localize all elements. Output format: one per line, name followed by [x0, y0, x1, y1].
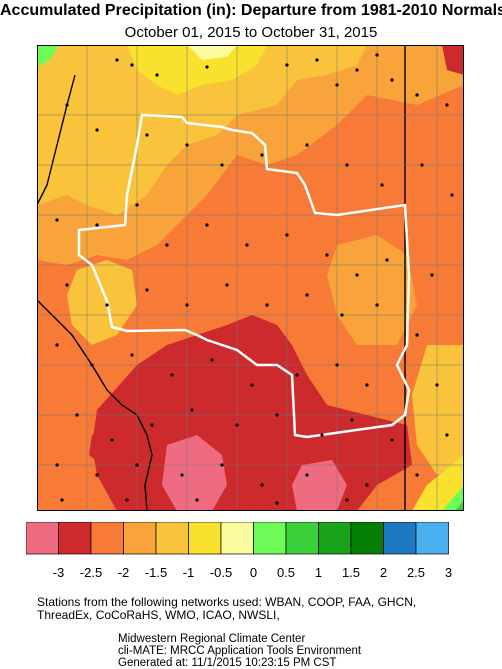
legend-tick-label: -1.5	[145, 565, 167, 580]
credits: Midwestern Regional Climate Center cli-M…	[118, 633, 361, 669]
contour-minus0_5-north	[127, 45, 267, 95]
county-lines	[37, 45, 464, 511]
precipitation-departure-map	[37, 45, 464, 511]
region-outline	[77, 113, 411, 439]
legend-swatch	[415, 522, 449, 555]
legend-swatch	[58, 522, 92, 555]
map-title: Accumulated Precipitation (in): Departur…	[0, 2, 502, 19]
legend-swatch	[253, 522, 287, 555]
legend-tick-label: 3	[445, 565, 452, 580]
contour-minus2_5-northeast	[442, 45, 464, 75]
credit-line-1: Midwestern Regional Climate Center	[118, 633, 306, 645]
networks-note-line-1: Stations from the following networks use…	[37, 595, 417, 609]
legend-swatch	[188, 522, 222, 555]
contour-minus1-north	[37, 45, 367, 215]
contour-minus3-southeast	[292, 460, 347, 511]
legend-tick-label: 1	[315, 565, 322, 580]
legend-tick-label: -0.5	[210, 565, 232, 580]
contour-minus1_5-east	[327, 235, 417, 345]
credit-line-3: Generated at: 11/1/2015 10:23:15 PM CST	[118, 657, 337, 669]
legend-tick-label: 2.5	[407, 565, 425, 580]
legend-swatch	[26, 522, 59, 555]
station-markers	[55, 53, 454, 505]
legend-tick-label: 2	[380, 565, 387, 580]
legend-tick-label: -1	[183, 565, 195, 580]
legend-swatch	[350, 522, 384, 555]
color-scale-legend: -3 -2.5 -2 -1.5 -1 -0.5 0 0.5 1 1.5 2 2.5 3	[26, 522, 452, 580]
legend-tick-label: 0	[250, 565, 257, 580]
legend-swatch	[155, 522, 189, 555]
networks-note: Stations from the following networks use…	[37, 596, 416, 622]
state-boundary-west	[37, 74, 76, 206]
map-subtitle: October 01, 2015 to October 31, 2015	[124, 24, 378, 41]
contour-plus1-southeast	[455, 500, 464, 511]
contour-minus1-east	[412, 345, 464, 475]
legend-swatch	[123, 522, 157, 555]
legend-tick-label: -2.5	[80, 565, 102, 580]
legend-swatch	[90, 522, 124, 555]
legend-tick-label: 1.5	[342, 565, 360, 580]
credit-line-2: cli-MATE: MRCC Application Tools Environ…	[118, 645, 362, 657]
contour-minus2_5-west	[89, 430, 117, 465]
legend-tick-label: -2	[118, 565, 130, 580]
contour-zero-north	[187, 45, 237, 60]
legend-swatch	[285, 522, 319, 555]
legend-swatch	[318, 522, 352, 555]
contour-plus0_5-northwest	[37, 45, 59, 67]
networks-note-line-2: ThreadEx, CoCoRaHS, WMO, ICAO, NWSLI,	[37, 608, 280, 622]
legend-swatch	[383, 522, 417, 555]
legend-tick-label: -3	[53, 565, 65, 580]
contour-plus0_5-southeast	[442, 485, 464, 511]
contour-minus0_5-southeast	[412, 455, 464, 511]
contour-minus1-west	[67, 260, 137, 345]
legend-swatch	[220, 522, 254, 555]
legend-tick-label: 0.5	[277, 565, 295, 580]
contour-minus3-south	[162, 435, 227, 511]
